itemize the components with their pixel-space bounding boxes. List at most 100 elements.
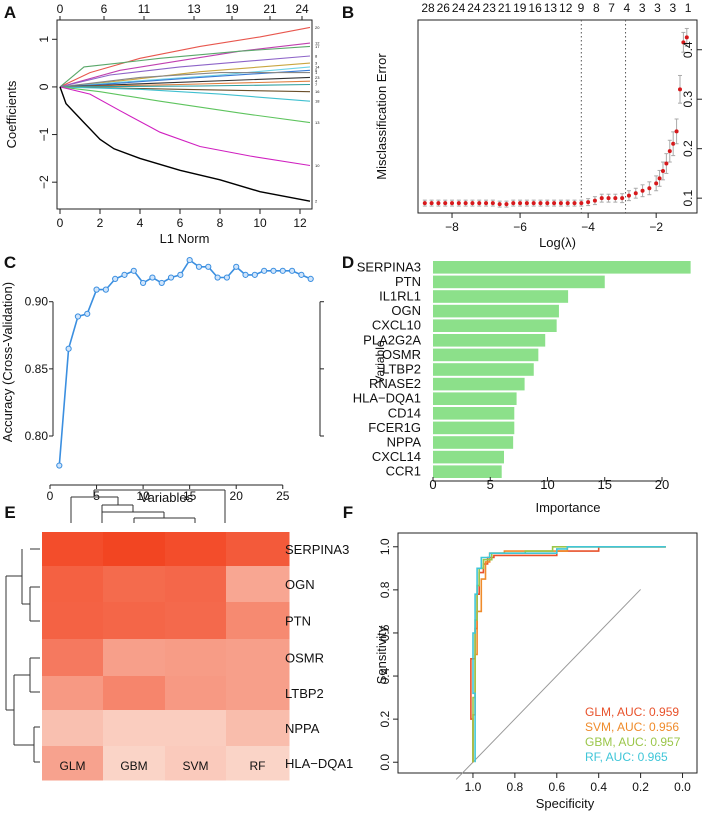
x-tick-label: −6 [513, 220, 527, 234]
importance-bar [433, 334, 546, 347]
error-point [531, 201, 536, 206]
top-count-label: 24 [467, 1, 481, 15]
coef-path [59, 76, 311, 88]
heatmap-cell [42, 710, 104, 747]
heatmap-row-label: PTN [285, 614, 311, 629]
coef-path-label: 17 [315, 44, 320, 49]
error-point [671, 141, 676, 146]
bar-category-label: NPPA [387, 435, 422, 450]
x-tick-label: 15 [183, 489, 197, 503]
x-tick-label: 10 [253, 216, 267, 230]
bar-category-label: LTBP2 [382, 362, 421, 377]
panel-label-c: C [4, 253, 16, 272]
heatmap-cell [42, 639, 104, 677]
accuracy-point [74, 313, 82, 320]
error-point [450, 201, 455, 206]
error-point [497, 202, 502, 207]
panel-b: B−8 −6 −4 −20.10.20.30.428 26 24 24 23 21 19 16 13 1… [342, 1, 702, 250]
accuracy-point [158, 279, 165, 287]
error-point [422, 201, 427, 206]
chance-diagonal-tail [641, 547, 643, 590]
top-count-label: 16 [528, 1, 542, 15]
error-point [620, 196, 625, 201]
error-point [599, 196, 604, 201]
heatmap-column-label: GLM [59, 759, 85, 773]
error-point [674, 129, 679, 134]
panel-d: D SERPINA3PTNIL1RL1OGNCXCL10PLA2G2AOSMRLT… [342, 253, 691, 515]
error-point [660, 168, 665, 173]
x-tick-label: 15 [598, 477, 612, 492]
error-point [565, 201, 570, 206]
accuracy-point [56, 462, 63, 469]
top-count-label: 3 [669, 1, 676, 15]
y-tick-label: −2 [37, 175, 51, 189]
top-count-label: 8 [593, 1, 600, 15]
coef-path [59, 86, 311, 102]
error-point [504, 202, 509, 207]
x-tick-label: −4 [581, 220, 595, 234]
error-point [490, 201, 495, 206]
coef-path-label: 13 [315, 120, 320, 125]
coef-path-label: 4 [315, 79, 318, 84]
y-tick-label: 0.85 [25, 362, 49, 376]
coef-path-label: 23 [315, 75, 320, 80]
heatmap-row-label: OGN [285, 577, 315, 592]
heatmap-cell [103, 710, 166, 747]
y-axis-title: Accuracy (Cross-Validation) [0, 282, 15, 442]
heatmap-row-label: LTBP2 [285, 686, 324, 701]
x-tick-label: 0 [47, 489, 54, 503]
coef-path [59, 42, 311, 88]
heatmap-row-label: SERPINA3 [285, 542, 349, 557]
top-count-label: 3 [654, 1, 661, 15]
accuracy-point [121, 271, 128, 278]
heatmap-cell [42, 566, 104, 603]
roc-legend-entry: GLM, AUC: 0.959 [585, 705, 679, 719]
accuracy-point [195, 263, 203, 270]
heatmap-cell [226, 676, 290, 711]
x-tick-label: 0.6 [548, 780, 565, 794]
chance-diagonal [455, 589, 641, 780]
bar-category-label: OSMR [382, 347, 421, 362]
error-point [681, 40, 686, 45]
panel-label-f: F [343, 503, 353, 522]
top-tick-label: 6 [101, 2, 108, 16]
importance-bar [433, 275, 605, 289]
coef-path-label: 18 [315, 99, 320, 104]
y-axis-title: Misclassification Error [374, 53, 389, 180]
accuracy-point [307, 275, 314, 282]
error-point [572, 201, 577, 206]
heatmap-cell [165, 710, 227, 747]
top-count-label: 23 [483, 1, 497, 15]
x-axis-title: Variables [140, 490, 194, 505]
top-count-label: 9 [578, 1, 585, 15]
top-count-label: 1 [685, 1, 692, 15]
roc-curve [472, 545, 666, 763]
bar-category-label: CCR1 [386, 464, 421, 479]
x-tick-label: 0.8 [507, 780, 524, 794]
importance-bar [433, 392, 517, 405]
importance-bar [433, 450, 504, 464]
accuracy-point [167, 274, 175, 281]
accuracy-line [58, 258, 312, 466]
coef-path [59, 55, 311, 88]
error-point [463, 201, 468, 206]
heatmap-column-label: RF [250, 759, 266, 773]
error-point [443, 201, 448, 206]
top-count-label: 26 [437, 1, 451, 15]
heatmap-column-label: GBM [120, 759, 147, 773]
heatmap-row-label: NPPA [285, 721, 320, 736]
x-tick-label: 2 [97, 216, 104, 230]
importance-bar [433, 290, 569, 303]
top-tick-label: 21 [263, 2, 277, 16]
top-count-label: 24 [452, 1, 466, 15]
roc-legend-entry: SVM, AUC: 0.956 [585, 720, 679, 734]
coef-path-label: 10 [315, 163, 320, 168]
heatmap-cell [42, 676, 104, 711]
y-tick-label: 0.80 [25, 429, 49, 443]
coef-path [59, 26, 311, 88]
bar-category-label: CD14 [388, 405, 421, 420]
bar-category-label: PTN [395, 274, 421, 289]
x-tick-label: 12 [293, 216, 307, 230]
accuracy-point [233, 263, 240, 270]
heatmap-row-label: OSMR [285, 651, 324, 666]
